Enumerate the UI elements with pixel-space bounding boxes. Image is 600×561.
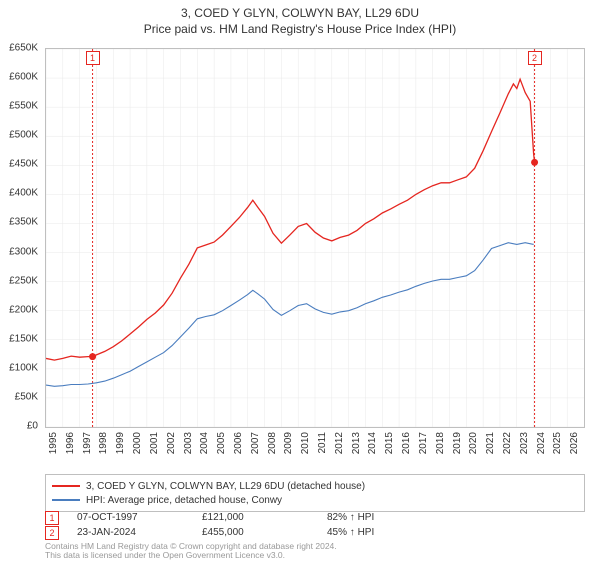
attribution-footer: Contains HM Land Registry data © Crown c… [45, 542, 337, 561]
transaction-row: 2 23-JAN-2024 £455,000 45% ↑ HPI [45, 525, 585, 540]
x-tick-label: 2012 [334, 432, 345, 454]
legend-box: 3, COED Y GLYN, COLWYN BAY, LL29 6DU (de… [45, 474, 585, 512]
x-tick-label: 2016 [401, 432, 412, 454]
x-tick-label: 2007 [250, 432, 261, 454]
legend-swatch-property [52, 485, 80, 487]
x-tick-label: 2015 [384, 432, 395, 454]
chart-svg [46, 49, 584, 427]
y-tick-label: £350K [9, 217, 38, 228]
y-tick-label: £0 [27, 421, 38, 432]
transaction-date: 23-JAN-2024 [77, 527, 202, 538]
y-tick-label: £250K [9, 275, 38, 286]
y-tick-label: £650K [9, 43, 38, 54]
x-tick-label: 2021 [485, 432, 496, 454]
x-tick-label: 2020 [468, 432, 479, 454]
transaction-row: 1 07-OCT-1997 £121,000 82% ↑ HPI [45, 510, 585, 525]
y-tick-label: £500K [9, 130, 38, 141]
series-property [46, 79, 535, 360]
y-axis-labels: £0£50K£100K£150K£200K£250K£300K£350K£400… [0, 48, 42, 428]
y-tick-label: £200K [9, 304, 38, 315]
legend-entry: 3, COED Y GLYN, COLWYN BAY, LL29 6DU (de… [52, 479, 578, 493]
transaction-marker-2: 2 [45, 526, 59, 540]
transaction-price: £455,000 [202, 527, 327, 538]
x-tick-label: 1996 [65, 432, 76, 454]
chart-title: 3, COED Y GLYN, COLWYN BAY, LL29 6DU [0, 6, 600, 20]
sale-marker-2 [531, 159, 538, 166]
y-tick-label: £50K [15, 391, 38, 402]
sale-marker-1 [89, 353, 96, 360]
y-tick-label: £550K [9, 101, 38, 112]
x-tick-label: 2004 [199, 432, 210, 454]
x-tick-label: 2024 [536, 432, 547, 454]
x-axis-labels: 1995 1996 1997 1998 1999 2000 2001 2002 2003 2004… [45, 430, 585, 472]
x-tick-label: 2018 [435, 432, 446, 454]
y-tick-label: £400K [9, 188, 38, 199]
x-tick-label: 2014 [367, 432, 378, 454]
x-tick-label: 2013 [351, 432, 362, 454]
legend-label: HPI: Average price, detached house, Conw… [86, 495, 282, 506]
x-tick-label: 2006 [233, 432, 244, 454]
chart-marker-box-2: 2 [528, 51, 542, 65]
y-tick-label: £600K [9, 72, 38, 83]
x-tick-label: 2019 [452, 432, 463, 454]
x-tick-label: 2000 [132, 432, 143, 454]
x-tick-label: 2008 [267, 432, 278, 454]
x-tick-label: 2009 [283, 432, 294, 454]
transaction-date: 07-OCT-1997 [77, 512, 202, 523]
title-block: 3, COED Y GLYN, COLWYN BAY, LL29 6DU Pri… [0, 0, 600, 36]
transactions-table: 1 07-OCT-1997 £121,000 82% ↑ HPI 2 23-JA… [45, 510, 585, 540]
transaction-price: £121,000 [202, 512, 327, 523]
transaction-marker-1: 1 [45, 511, 59, 525]
x-tick-label: 2023 [519, 432, 530, 454]
chart-marker-box-1: 1 [86, 51, 100, 65]
transaction-rel: 45% ↑ HPI [327, 527, 417, 538]
x-tick-label: 2025 [552, 432, 563, 454]
legend-label: 3, COED Y GLYN, COLWYN BAY, LL29 6DU (de… [86, 481, 365, 492]
x-tick-label: 2003 [183, 432, 194, 454]
x-tick-label: 1999 [115, 432, 126, 454]
x-tick-label: 2005 [216, 432, 227, 454]
x-tick-label: 1998 [98, 432, 109, 454]
x-tick-label: 2011 [317, 432, 328, 454]
x-tick-label: 2017 [418, 432, 429, 454]
y-tick-label: £100K [9, 362, 38, 373]
chart-container: { "title": { "main": "3, COED Y GLYN, CO… [0, 0, 600, 560]
x-tick-label: 2026 [569, 432, 580, 454]
x-tick-label: 2022 [502, 432, 513, 454]
legend-entry: HPI: Average price, detached house, Conw… [52, 493, 578, 507]
transaction-rel: 82% ↑ HPI [327, 512, 417, 523]
chart-plot-area: 12 [45, 48, 585, 428]
x-tick-label: 1995 [48, 432, 59, 454]
footer-line: This data is licensed under the Open Gov… [45, 551, 337, 560]
y-tick-label: £300K [9, 246, 38, 257]
x-tick-label: 2002 [166, 432, 177, 454]
x-tick-label: 2001 [149, 432, 160, 454]
chart-subtitle: Price paid vs. HM Land Registry's House … [0, 22, 600, 36]
y-tick-label: £150K [9, 333, 38, 344]
y-tick-label: £450K [9, 159, 38, 170]
legend-swatch-hpi [52, 499, 80, 501]
series-hpi [46, 243, 534, 387]
x-tick-label: 1997 [82, 432, 93, 454]
x-tick-label: 2010 [300, 432, 311, 454]
